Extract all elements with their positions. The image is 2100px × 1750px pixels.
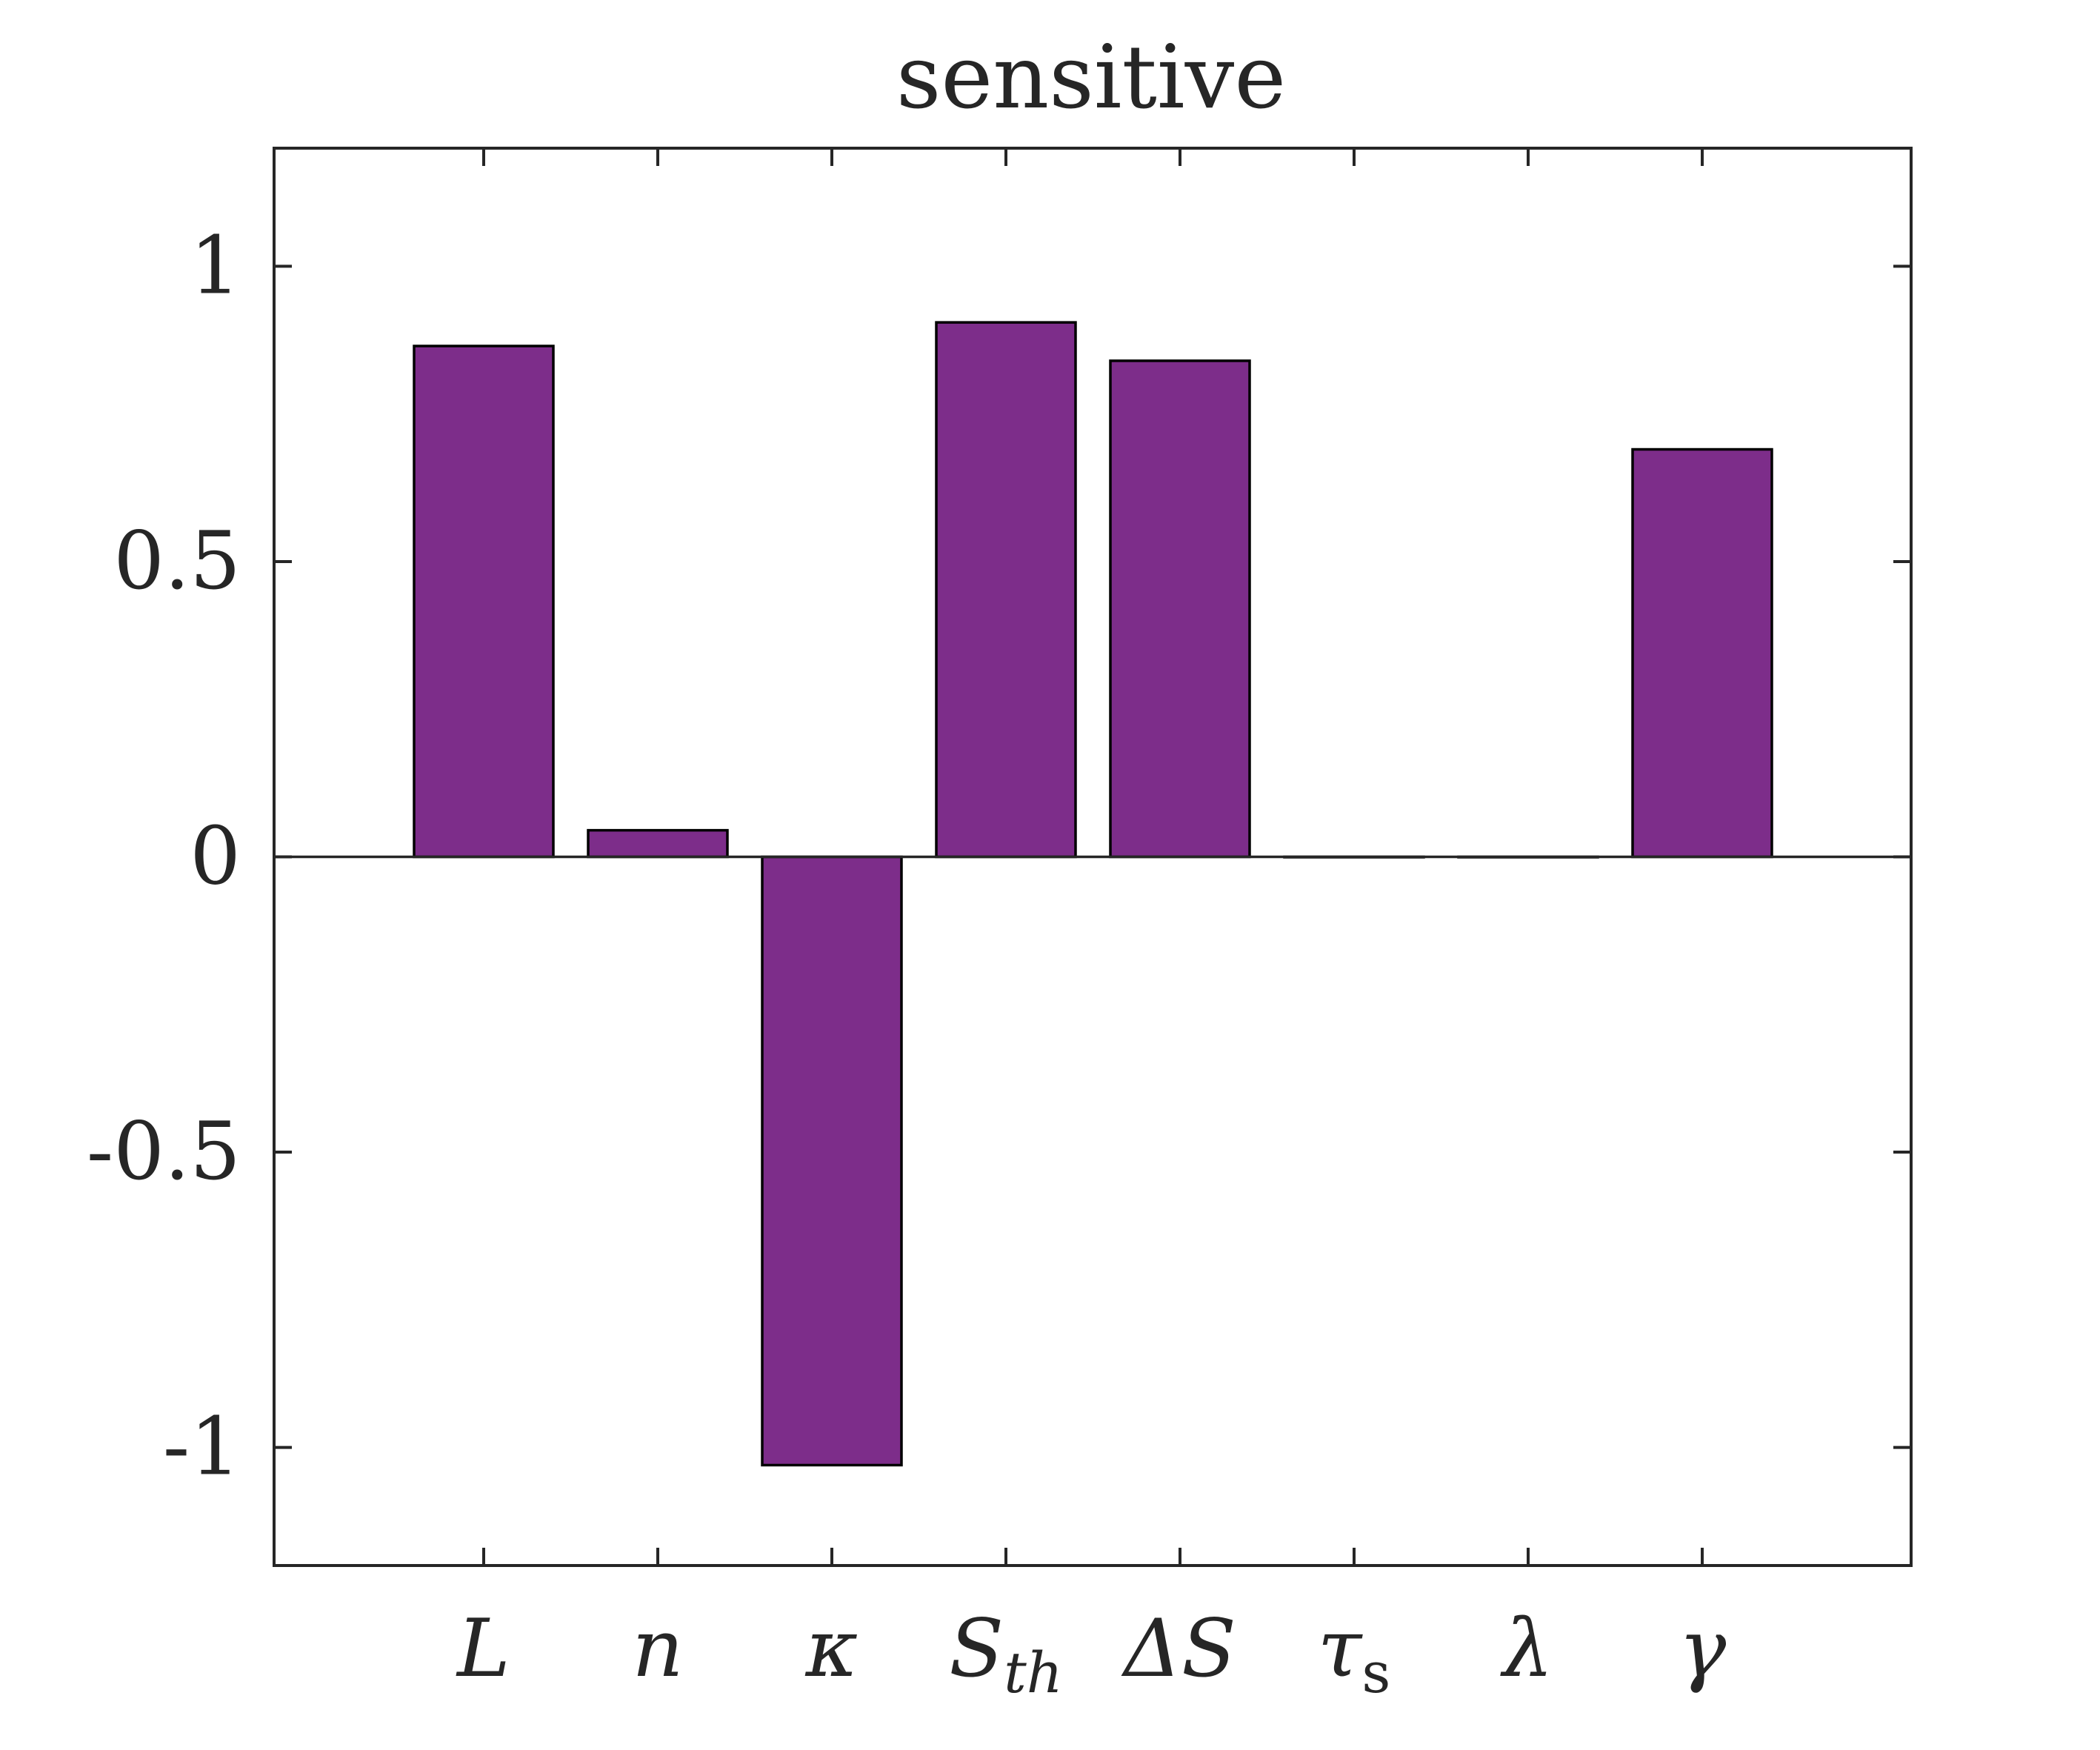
x-tick-label: κ — [805, 1603, 859, 1695]
y-tick-label: 0 — [190, 811, 241, 903]
bar-1 — [413, 345, 555, 859]
x-tick-label: L — [456, 1603, 510, 1695]
x-tick-label: λ — [1500, 1603, 1553, 1695]
x-tick-label: γ — [1679, 1603, 1727, 1695]
bars-group — [413, 321, 1773, 1467]
bar-4 — [935, 321, 1077, 859]
x-tick-label: Sth — [949, 1603, 1063, 1706]
bar-8 — [1631, 448, 1773, 859]
bar-2 — [587, 828, 729, 859]
y-tick-label: 1 — [190, 219, 241, 312]
bar-3 — [761, 855, 903, 1467]
x-tick-label: τs — [1318, 1603, 1391, 1706]
y-tick-label: -0.5 — [87, 1105, 241, 1198]
x-tick-label: ΔS — [1121, 1603, 1236, 1695]
bar-5 — [1109, 359, 1251, 859]
y-tick-label: 0.5 — [113, 515, 241, 608]
chart-title: sensitive — [896, 26, 1286, 128]
y-tick-label: -1 — [163, 1401, 241, 1494]
x-tick-label: n — [632, 1603, 684, 1695]
y-axis: 1 0.5 0 -0.5 -1 — [87, 219, 1911, 1494]
